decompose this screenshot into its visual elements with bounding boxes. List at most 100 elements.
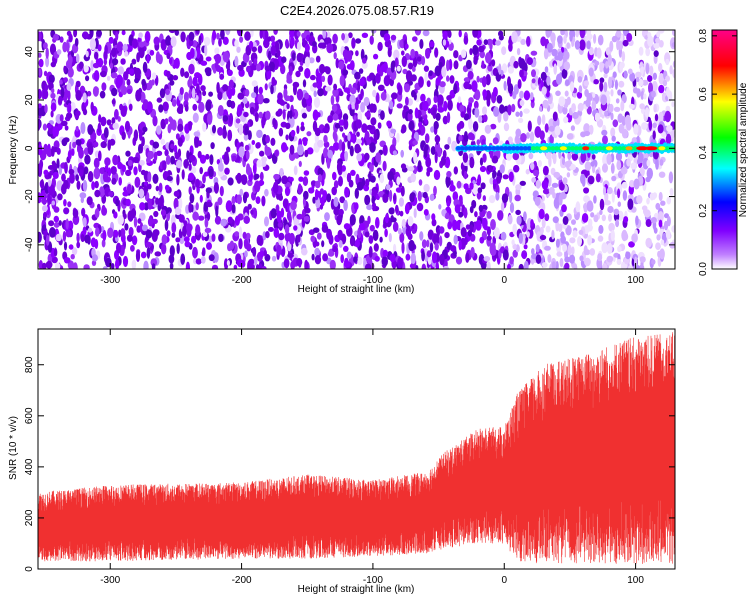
spectrogram-blob [580,131,587,138]
spectrogram-blob [139,202,146,211]
spectrogram-blob [224,167,230,175]
spectrogram-blob [242,192,248,204]
spectrogram-blob [446,75,450,82]
spectrogram-blob [116,41,124,52]
spectrogram-blob [81,31,89,39]
spectrogram-blob [308,187,315,194]
spectrogram-blob [502,249,509,261]
spectrogram-blob [334,122,341,129]
spectrogram-blob [555,192,560,201]
spectrogram-blob [573,263,578,269]
spectrogram-blob [147,183,152,190]
spectrogram-blob [245,150,250,160]
spectrogram-blob [263,249,267,257]
spectrogram-blob [402,68,408,75]
spectrogram-blob [322,253,328,262]
spectrogram-blob [414,224,418,231]
snr-frame [37,328,676,570]
spectrogram-blob [416,202,424,212]
spectrogram-blob [313,97,321,108]
spectrogram-blob [250,30,254,37]
spectrogram-blob [593,214,599,223]
spectrogram-blob [492,171,497,177]
spectrogram-blob [162,160,167,171]
spectrogram-blob [204,217,209,228]
spectrogram-blob [453,234,458,245]
spectrogram-blob [261,116,265,129]
spectrogram-blob [540,36,547,47]
spectrogram-blob [283,258,290,269]
spectrogram-blob [447,221,453,230]
spectrogram-blob [47,193,51,206]
spectrogram-blob [222,115,229,122]
spectrogram-blob [372,229,379,242]
spectrogram-blob [351,37,356,49]
spectrogram-blob [420,93,426,102]
spectrogram-blob [141,224,148,232]
spectrogram-blob [340,254,345,264]
spectrogram-blob [112,122,119,130]
spectrogram-blob [491,59,496,67]
spectrogram-blob [272,181,279,194]
spectrogram-blob [179,87,184,95]
spectrogram-blob [247,203,252,210]
spectrogram-blob [93,157,100,169]
colorbar-label: Normalized spectral amplitude [738,82,749,217]
spectrogram-blob [286,103,290,110]
spectrogram-blob [242,97,248,104]
spectrogram-blob [317,72,322,85]
spectrogram-blob [182,225,187,238]
spectrogram-blob [489,149,494,159]
spectrogram-blob [100,116,107,127]
spectrogram-feature-core [479,146,485,151]
spectrogram-blob [217,91,223,101]
snr-y-tick-label: 800 [24,356,35,373]
spectrogram-blob [317,42,325,49]
spectrogram-blob [152,218,158,224]
spectrogram-blob [100,141,107,149]
spectrogram-blob [366,204,373,211]
spectrogram-blob [38,119,41,132]
spectrogram-blob [615,219,620,228]
spectrogram-blob [67,102,72,114]
spectrogram-blob [370,175,376,183]
spectrogram-blob [471,80,478,92]
spectrogram-blob [132,156,140,164]
spectrogram-blob [512,223,517,236]
spectrogram-blob [338,176,343,187]
spectrogram-blob [89,38,96,51]
spectrogram-blob [644,107,650,118]
spectrogram-blob [433,120,439,130]
spectrogram-blob [142,126,148,133]
spectrogram-blob [666,216,671,227]
spectrogram-blob [423,65,429,72]
spectrogram-blob [518,232,523,244]
spectrogram-blob [194,136,198,148]
spectrogram-blob [67,54,73,65]
spectrogram-blob [273,173,280,180]
spectrogram-blob [309,74,316,81]
spectrogram-blob [211,264,219,269]
spectrogram-feature-core [511,146,516,151]
spectrogram-blob [104,164,109,173]
spectrogram-blob [414,107,419,119]
spectrogram-blob [610,163,615,174]
spectrogram-blob [393,49,400,61]
spectrogram-blob [407,166,415,172]
spectrogram-blob [646,159,651,167]
spectrogram-blob [111,99,116,105]
spectrogram-blob [82,217,87,227]
spectrogram-blob [242,231,247,239]
snr-y-tick-label: 600 [24,407,35,424]
spectrogram-blob [256,234,263,246]
spectrogram-blob [349,214,356,226]
spectrogram-blob [288,232,295,245]
spectrogram-blob [478,45,485,53]
spectrogram-blob [498,63,502,75]
spectrogram-blob [611,190,615,203]
spectrogram-blob [561,68,568,79]
spectrogram-blob [437,94,444,106]
spectrogram-blob [324,212,330,222]
spectrogram-blob [249,40,254,49]
spectrogram-feature-core [550,146,556,151]
